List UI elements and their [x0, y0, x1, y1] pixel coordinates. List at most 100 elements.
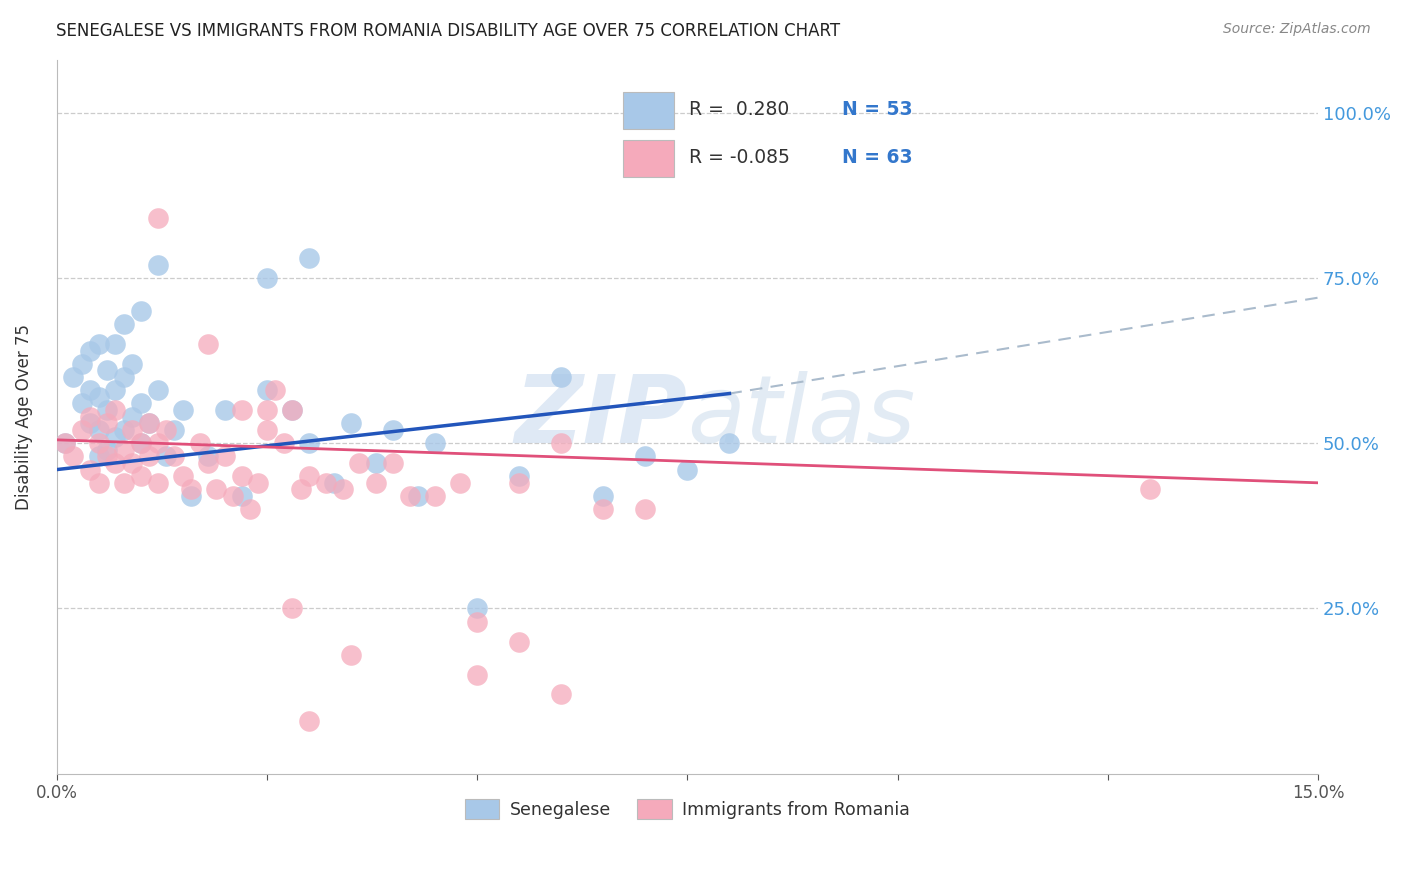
- Point: [222, 489, 245, 503]
- Point: [231, 489, 253, 503]
- Point: [214, 403, 236, 417]
- Point: [264, 383, 287, 397]
- Point: [96, 417, 118, 431]
- Point: [197, 337, 219, 351]
- Point: [214, 450, 236, 464]
- Point: [96, 403, 118, 417]
- Point: [550, 688, 572, 702]
- Text: SENEGALESE VS IMMIGRANTS FROM ROMANIA DISABILITY AGE OVER 75 CORRELATION CHART: SENEGALESE VS IMMIGRANTS FROM ROMANIA DI…: [56, 22, 841, 40]
- Point: [104, 337, 127, 351]
- Point: [323, 475, 346, 490]
- Point: [298, 436, 321, 450]
- Point: [465, 615, 488, 629]
- Point: [129, 436, 152, 450]
- Point: [340, 417, 363, 431]
- Point: [87, 475, 110, 490]
- Point: [62, 370, 84, 384]
- Point: [281, 403, 304, 417]
- Point: [129, 469, 152, 483]
- Point: [676, 462, 699, 476]
- Point: [104, 456, 127, 470]
- Point: [87, 436, 110, 450]
- Point: [256, 403, 278, 417]
- Point: [155, 450, 177, 464]
- Point: [465, 667, 488, 681]
- Point: [382, 423, 405, 437]
- Point: [247, 475, 270, 490]
- Point: [53, 436, 76, 450]
- Point: [231, 403, 253, 417]
- Point: [239, 502, 262, 516]
- Point: [449, 475, 471, 490]
- Point: [104, 383, 127, 397]
- Point: [634, 502, 657, 516]
- Point: [188, 436, 211, 450]
- Point: [79, 409, 101, 424]
- Point: [79, 462, 101, 476]
- Point: [79, 417, 101, 431]
- Point: [718, 436, 741, 450]
- Point: [138, 450, 160, 464]
- Point: [146, 383, 169, 397]
- Point: [340, 648, 363, 662]
- Point: [87, 337, 110, 351]
- Point: [112, 370, 135, 384]
- Point: [146, 258, 169, 272]
- Point: [163, 450, 186, 464]
- Point: [423, 436, 446, 450]
- Point: [508, 475, 530, 490]
- Point: [273, 436, 295, 450]
- Point: [298, 469, 321, 483]
- Point: [138, 417, 160, 431]
- Point: [121, 357, 143, 371]
- Point: [146, 211, 169, 226]
- Point: [104, 429, 127, 443]
- Point: [87, 450, 110, 464]
- Point: [112, 317, 135, 331]
- Point: [180, 489, 202, 503]
- Point: [96, 450, 118, 464]
- Point: [180, 483, 202, 497]
- Point: [550, 436, 572, 450]
- Point: [155, 423, 177, 437]
- Point: [129, 304, 152, 318]
- Point: [231, 469, 253, 483]
- Point: [121, 409, 143, 424]
- Point: [129, 396, 152, 410]
- Point: [70, 423, 93, 437]
- Point: [592, 502, 614, 516]
- Point: [465, 601, 488, 615]
- Point: [290, 483, 312, 497]
- Point: [163, 423, 186, 437]
- Point: [112, 423, 135, 437]
- Text: atlas: atlas: [688, 371, 915, 462]
- Point: [398, 489, 420, 503]
- Point: [121, 423, 143, 437]
- Point: [298, 251, 321, 265]
- Point: [197, 450, 219, 464]
- Point: [508, 469, 530, 483]
- Point: [79, 383, 101, 397]
- Point: [79, 343, 101, 358]
- Point: [62, 450, 84, 464]
- Point: [382, 456, 405, 470]
- Point: [256, 383, 278, 397]
- Point: [112, 442, 135, 457]
- Point: [508, 634, 530, 648]
- Point: [146, 475, 169, 490]
- Point: [634, 450, 657, 464]
- Point: [146, 436, 169, 450]
- Point: [129, 436, 152, 450]
- Point: [298, 714, 321, 728]
- Point: [197, 456, 219, 470]
- Point: [121, 456, 143, 470]
- Point: [96, 442, 118, 457]
- Point: [172, 403, 194, 417]
- Point: [281, 601, 304, 615]
- Point: [281, 403, 304, 417]
- Point: [332, 483, 354, 497]
- Text: Source: ZipAtlas.com: Source: ZipAtlas.com: [1223, 22, 1371, 37]
- Point: [1139, 483, 1161, 497]
- Point: [87, 390, 110, 404]
- Point: [366, 475, 388, 490]
